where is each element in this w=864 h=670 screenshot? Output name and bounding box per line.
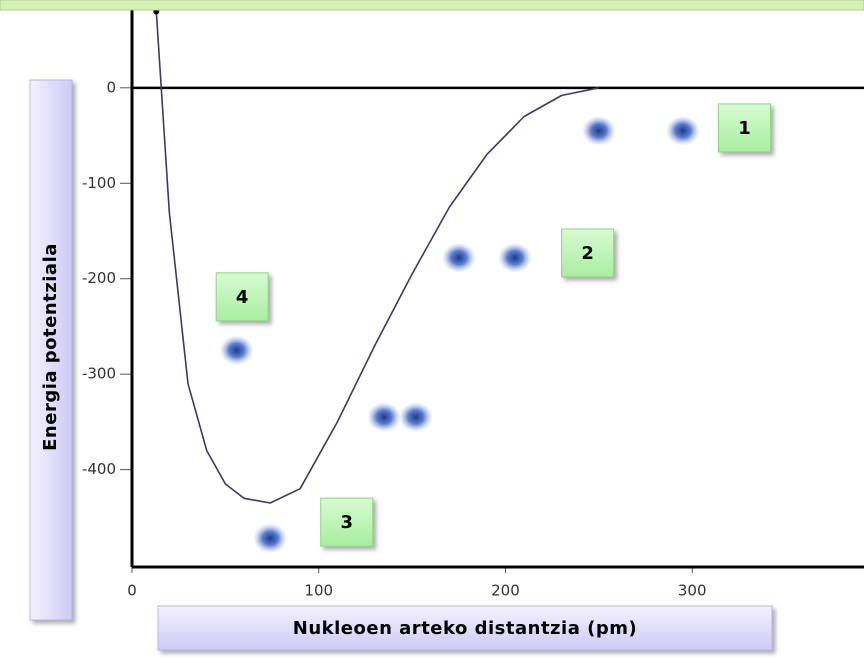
y-tick-label: -300 <box>82 365 116 383</box>
atom <box>253 523 287 553</box>
atom <box>666 116 700 146</box>
x-tick-label: 100 <box>304 582 333 600</box>
atom <box>367 402 401 432</box>
atom <box>582 116 616 146</box>
background <box>0 0 864 670</box>
y-axis-title: Energia potentziala <box>40 243 61 451</box>
note-label: 3 <box>340 512 353 533</box>
note-label: 4 <box>236 287 249 308</box>
atom <box>498 243 532 273</box>
top-bar <box>0 0 864 10</box>
y-tick-label: -400 <box>82 460 116 478</box>
x-tick-label: 0 <box>127 582 137 600</box>
y-tick-label: -200 <box>82 269 116 287</box>
x-tick-label: 200 <box>491 582 520 600</box>
note-label: 1 <box>738 118 751 139</box>
atom <box>442 243 476 273</box>
x-axis-title: Nukleoen arteko distantzia (pm) <box>293 618 637 639</box>
note-label: 2 <box>581 243 594 264</box>
x-tick-label: 300 <box>678 582 707 600</box>
y-tick-label: 0 <box>106 78 116 96</box>
atom <box>399 402 433 432</box>
chart: 0 -100 -200 -300 -400 0 100 200 300 1 2 3 4 Energia … <box>0 0 864 670</box>
y-tick-label: -100 <box>82 174 116 192</box>
atom <box>220 335 254 365</box>
